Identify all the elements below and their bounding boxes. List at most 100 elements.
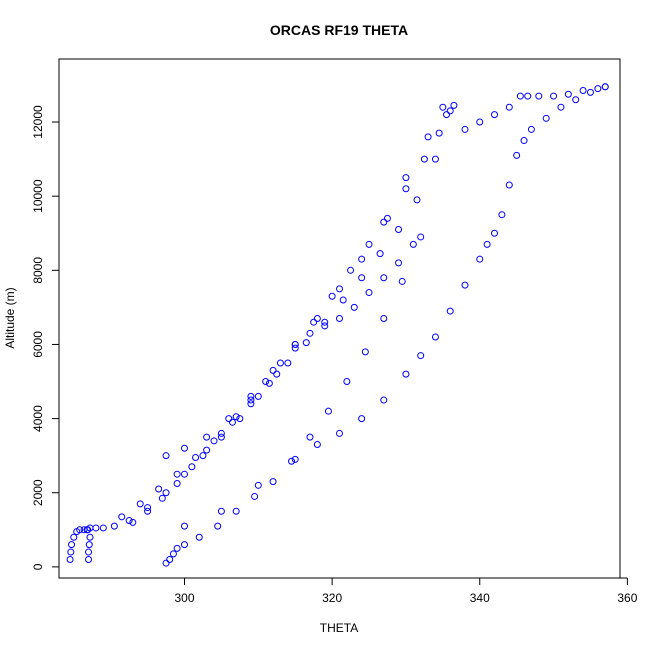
data-point: [524, 92, 532, 100]
data-point: [110, 522, 118, 530]
data-point: [347, 266, 355, 274]
data-point: [527, 125, 535, 133]
x-tick-label: 300: [174, 591, 194, 605]
data-point: [302, 339, 310, 347]
data-point: [564, 90, 572, 98]
data-point: [291, 344, 299, 352]
data-point: [269, 366, 277, 374]
data-point: [284, 359, 292, 367]
data-point: [306, 329, 314, 337]
data-point: [254, 481, 262, 489]
data-point: [594, 85, 602, 93]
data-point: [180, 444, 188, 452]
data-point: [291, 455, 299, 463]
series-4: [129, 240, 417, 526]
data-point: [180, 541, 188, 549]
data-point: [431, 155, 439, 163]
plot-area-frame: [58, 58, 621, 579]
data-point: [129, 518, 137, 526]
data-point: [376, 250, 384, 258]
data-point: [483, 240, 491, 248]
data-point: [291, 340, 299, 348]
data-point: [70, 533, 78, 541]
data-point: [498, 211, 506, 219]
data-point: [321, 318, 329, 326]
data-point: [398, 277, 406, 285]
data-point: [446, 107, 454, 115]
data-point: [476, 255, 484, 263]
data-point: [173, 470, 181, 478]
data-point: [461, 281, 469, 289]
data-point: [572, 96, 580, 104]
data-point: [358, 274, 366, 282]
data-point: [417, 352, 425, 360]
data-point: [336, 429, 343, 437]
data-point: [321, 322, 329, 330]
data-point: [247, 392, 255, 400]
data-point: [328, 292, 336, 300]
data-point: [273, 370, 281, 378]
data-point: [217, 429, 225, 437]
data-point: [214, 522, 222, 530]
x-tick-label: 340: [470, 591, 490, 605]
x-axis-title: THETA: [320, 621, 358, 635]
data-point: [520, 137, 528, 145]
data-point: [476, 118, 484, 126]
data-point: [380, 274, 388, 282]
data-point: [343, 378, 351, 386]
data-point: [443, 111, 451, 119]
data-point: [380, 396, 388, 404]
y-tick-label: 4000: [31, 405, 45, 432]
data-point: [144, 504, 152, 512]
data-point: [125, 517, 133, 525]
data-point: [173, 544, 181, 552]
data-point: [350, 303, 358, 311]
data-point: [118, 513, 126, 521]
data-point: [166, 555, 174, 563]
data-point: [380, 315, 388, 322]
data-point: [86, 533, 94, 541]
y-axis: 0 2000 4000 6000 8000 10000 12000: [31, 105, 60, 570]
data-point: [324, 407, 332, 415]
data-point: [402, 185, 410, 193]
data-point: [92, 524, 100, 532]
data-point: [162, 452, 170, 460]
y-tick-label: 8000: [31, 257, 45, 284]
data-point: [173, 479, 181, 487]
data-point: [336, 315, 343, 322]
data-point: [217, 433, 225, 441]
data-point: [228, 418, 236, 426]
data-point: [435, 129, 443, 137]
data-point: [247, 400, 255, 408]
data-point: [136, 500, 144, 508]
data-point: [203, 446, 211, 454]
data-point: [446, 307, 454, 315]
data-point: [162, 489, 170, 497]
data-point: [601, 83, 609, 91]
data-point: [288, 457, 296, 465]
data-point: [276, 359, 284, 367]
data-point: [236, 415, 244, 423]
data-point: [491, 111, 499, 119]
data-point: [365, 240, 373, 248]
data-point: [217, 507, 225, 515]
y-tick-label: 0: [31, 563, 45, 570]
data-point: [505, 181, 513, 189]
data-point: [247, 396, 255, 404]
data-point: [586, 88, 594, 96]
data-point: [254, 392, 262, 400]
data-point: [361, 348, 369, 356]
data-point: [85, 541, 93, 549]
y-tick-label: 2000: [31, 479, 45, 506]
data-point: [225, 415, 233, 423]
data-point: [180, 522, 188, 530]
y-axis-title: Altitude (m): [3, 287, 17, 348]
data-point: [336, 285, 343, 293]
data-point: [516, 92, 524, 100]
data-point: [265, 379, 273, 387]
data-point: [579, 87, 587, 95]
data-point: [188, 463, 196, 471]
data-point: [365, 289, 373, 297]
